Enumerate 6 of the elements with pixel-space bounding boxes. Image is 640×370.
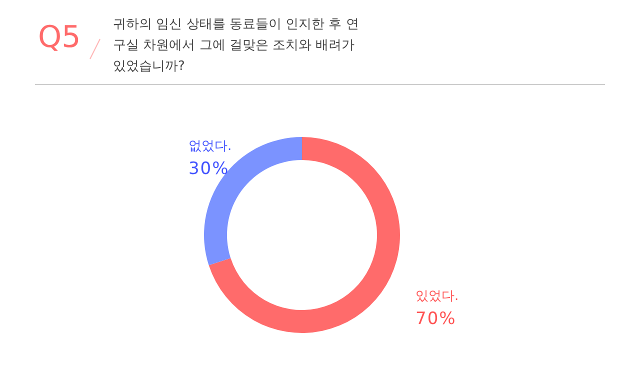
- chart-subtitle: 귀하의 임신 상태를 동료들이 인지한 후 연구실 차원에서 그에 걸맞은 조치와 배려가 있었습니까?: [113, 16, 360, 76]
- data-label: 30%: [188, 158, 230, 179]
- data-label: 70%: [416, 309, 456, 330]
- chart-title: Q5: [38, 20, 81, 55]
- slice-label: 없었다.: [188, 138, 232, 154]
- slice-label: 있었다.: [416, 289, 459, 304]
